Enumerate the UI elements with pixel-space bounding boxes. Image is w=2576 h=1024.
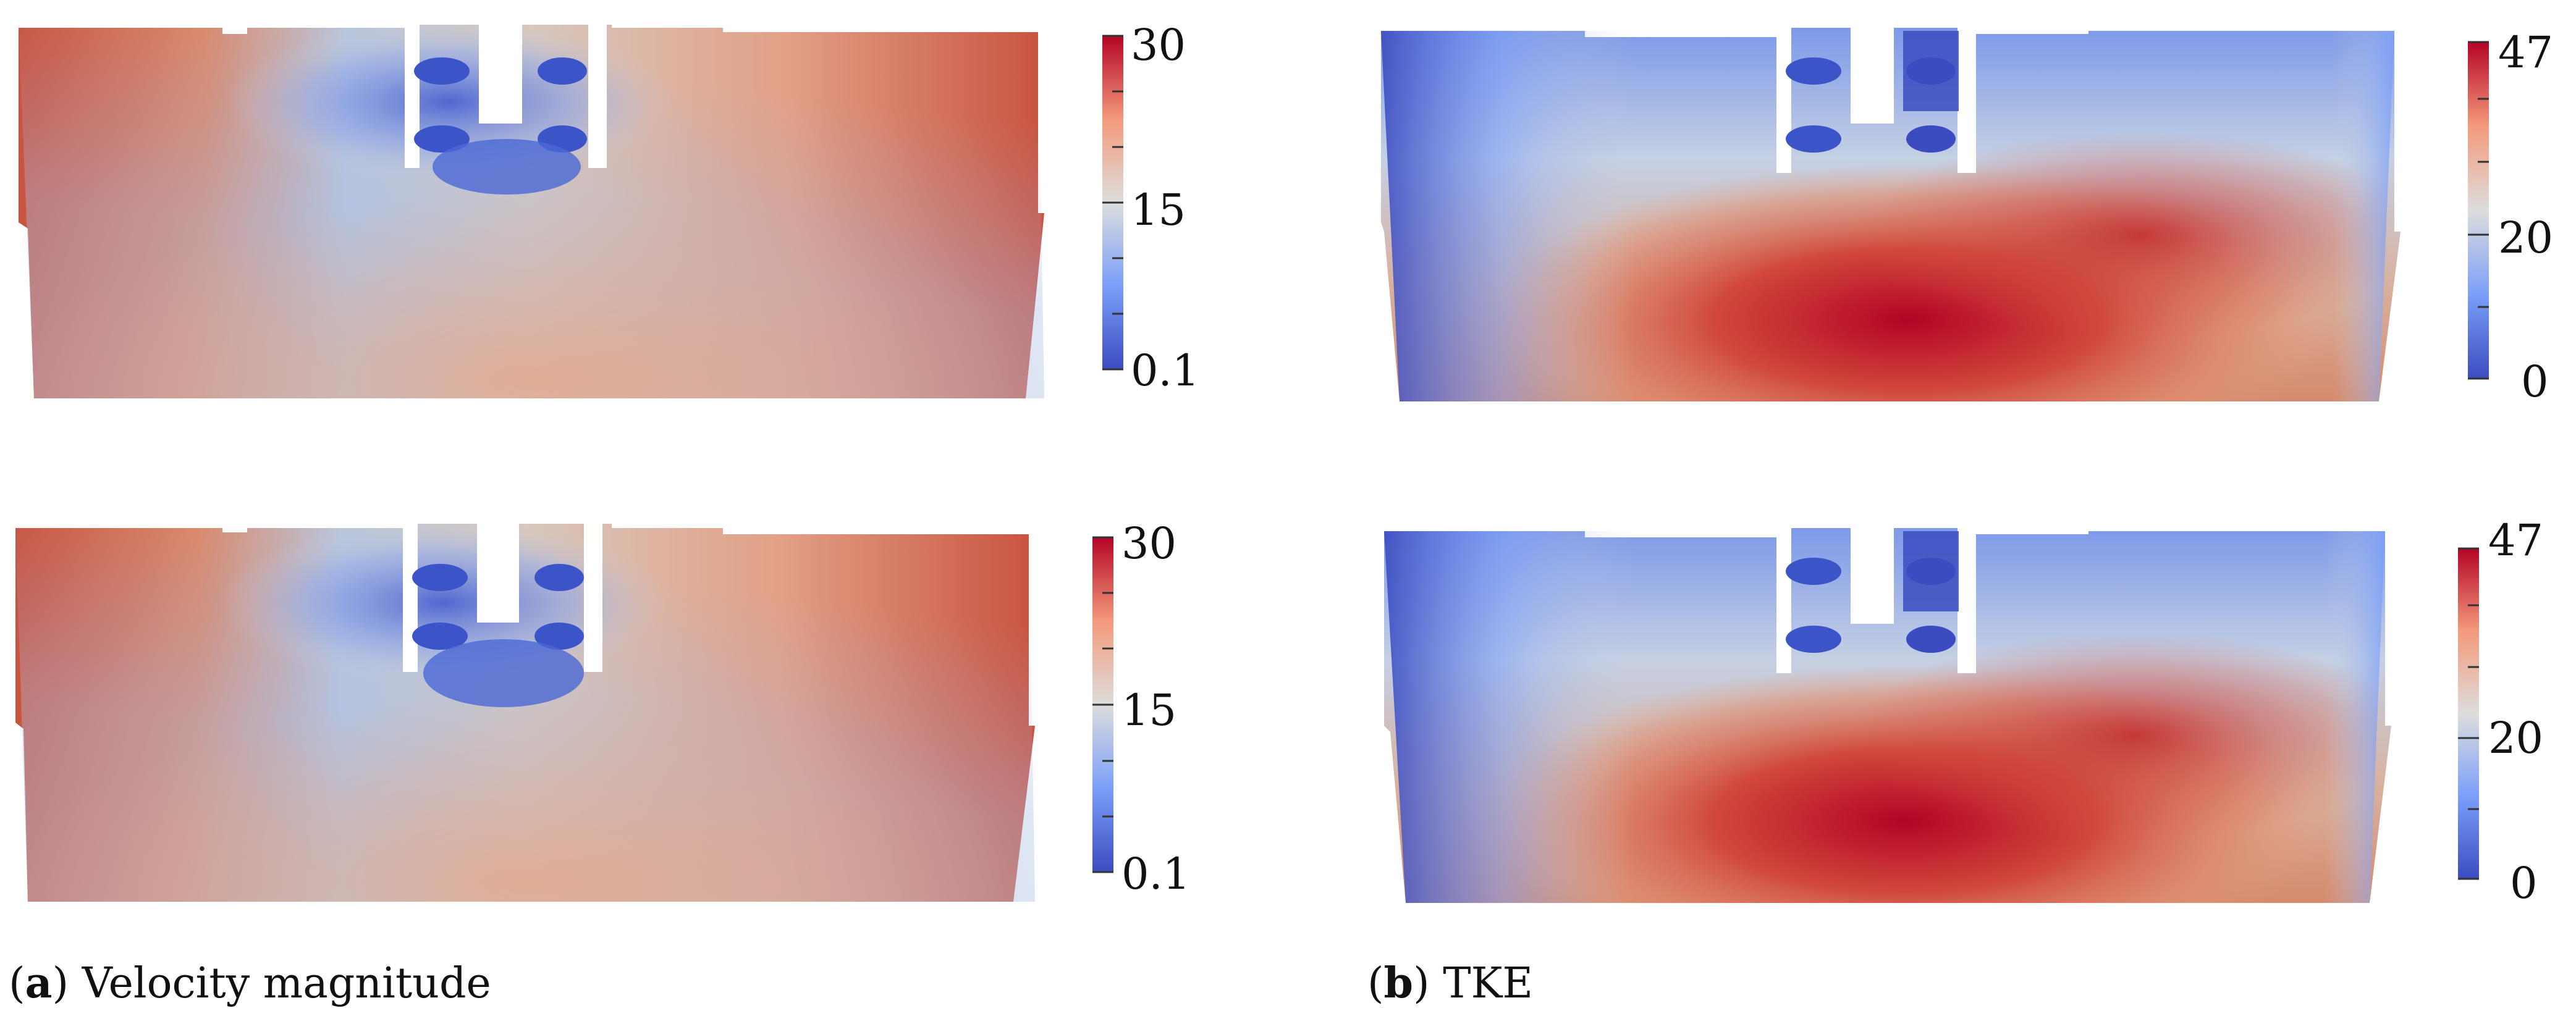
colorbar-tick-mid: 20 (2488, 713, 2544, 763)
colorbar-tick-min: 0.1 (1121, 849, 1191, 899)
colorbar-tick-mid: 20 (2498, 212, 2554, 263)
colorbar-tke-bottom (2458, 548, 2479, 879)
caption-a-text: Velocity magnitude (82, 959, 491, 1008)
colorbar-tick-min: 0 (2510, 858, 2538, 909)
colorbar-tick-max: 30 (1121, 518, 1177, 569)
colorbar-tke-top (2468, 42, 2489, 379)
caption-a-letter: a (25, 959, 53, 1008)
colorbar-tick-max: 47 (2488, 515, 2544, 566)
colorbar-tick-max: 30 (1131, 20, 1186, 70)
colorbar-tick-mid: 15 (1121, 685, 1177, 736)
building-obstacle (405, 25, 607, 195)
tke-field-bottom (1384, 525, 2391, 903)
caption-a: (a) Velocity magnitude (9, 959, 491, 1008)
velocity-field-top (19, 25, 1044, 398)
building-obstacle (1776, 25, 1976, 173)
caption-b-letter: b (1383, 959, 1414, 1008)
building-obstacle (403, 524, 602, 707)
building-obstacle (1776, 525, 1976, 673)
colorbar-tick-min: 0 (2521, 356, 2549, 407)
colorbar-tick-max: 47 (2498, 27, 2554, 78)
caption-b: (b) TKE (1367, 959, 1534, 1008)
tke-field-top (1381, 25, 2401, 401)
velocity-field-bottom (15, 524, 1035, 902)
colorbar-tick-mid: 15 (1131, 185, 1186, 235)
colorbar-tick-min: 0.1 (1131, 345, 1200, 396)
caption-b-text: TKE (1443, 959, 1534, 1008)
